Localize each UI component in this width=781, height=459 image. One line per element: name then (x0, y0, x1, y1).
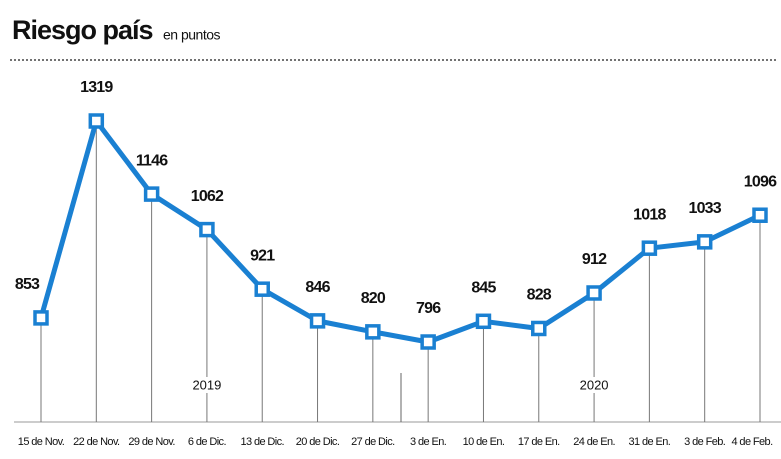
annotation: 2020 (580, 377, 609, 392)
point-marker (475, 313, 492, 330)
x-tick-label: 6 de Dic. (188, 436, 227, 448)
annotation: 2019 (192, 377, 221, 392)
point-marker (199, 221, 215, 238)
x-tick-label: 15 de Nov. (18, 436, 65, 448)
x-tick-label: 24 de En. (573, 436, 615, 448)
x-tick-label: 3 de Feb. (684, 436, 726, 448)
data-label: 912 (582, 251, 607, 268)
data-label: 1018 (633, 206, 666, 223)
chart-title: Riesgo país (12, 15, 153, 45)
data-label: 1096 (744, 173, 777, 190)
x-tick-label: 3 de En. (410, 436, 447, 448)
x-tick-label: 4 de Feb. (731, 436, 773, 448)
point-marker (143, 186, 160, 202)
annotation-bg (576, 377, 613, 393)
x-tick-label: 29 de Nov. (128, 436, 175, 448)
x-tick-label: 20 de Dic. (296, 436, 340, 448)
x-tick-label: 17 de En. (518, 436, 560, 448)
point-marker (586, 285, 602, 301)
data-label: 846 (305, 279, 330, 296)
x-tick-label: 22 de Nov. (73, 436, 120, 448)
x-tick-label: 31 de En. (629, 436, 671, 448)
point-marker (33, 310, 49, 326)
data-label: 1033 (688, 200, 721, 217)
point-marker (254, 281, 270, 297)
data-label: 921 (250, 247, 275, 264)
x-tick-label: 10 de En. (463, 436, 505, 448)
x-tick-label: 13 de Dic. (240, 436, 284, 448)
point-marker (365, 324, 381, 340)
point-marker (420, 334, 436, 350)
point-marker (309, 313, 326, 329)
point-marker (531, 320, 547, 337)
data-label: 820 (361, 290, 386, 307)
point-marker (696, 234, 713, 250)
chart-subtitle: en puntos (163, 27, 220, 43)
series-line (38, 118, 762, 345)
data-label: 1146 (136, 152, 168, 169)
x-tick-label: 27 de Dic. (351, 436, 395, 448)
point-marker (88, 113, 105, 129)
annotation-bg (188, 377, 225, 393)
data-label: 853 (15, 276, 40, 293)
data-label: 845 (471, 280, 496, 297)
point-marker (752, 207, 768, 223)
data-label: 796 (416, 300, 441, 317)
data-label: 828 (527, 287, 552, 304)
data-label: 1319 (80, 79, 113, 96)
point-marker (641, 240, 658, 256)
data-label: 1062 (191, 188, 224, 205)
